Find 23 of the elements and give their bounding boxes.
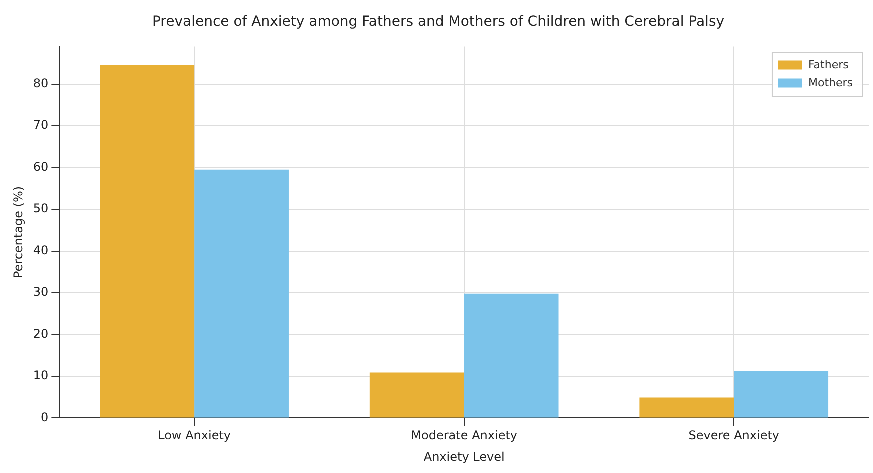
y-axis-title: Percentage (%) (11, 186, 26, 279)
y-tick-label: 70 (33, 118, 49, 132)
y-tick-label: 10 (33, 368, 49, 383)
y-tick-label: 20 (33, 326, 49, 341)
bar (100, 65, 195, 418)
bar (194, 170, 289, 418)
y-tick-label: 0 (41, 410, 49, 424)
bar (370, 372, 464, 418)
legend-label: Fathers (808, 58, 850, 72)
bar (734, 371, 829, 418)
x-tick-label: Low Anxiety (158, 428, 232, 443)
x-axis-title: Anxiety Level (424, 450, 505, 464)
y-tick-label: 60 (33, 160, 49, 174)
y-tick-label: 50 (33, 202, 49, 216)
x-tick-label: Severe Anxiety (688, 428, 780, 443)
bar (464, 294, 559, 418)
legend-label: Mothers (808, 76, 854, 90)
bar (640, 398, 734, 418)
chart-title: Prevalence of Anxiety among Fathers and Mothers of Children with Cerebral Palsy (152, 14, 725, 30)
y-tick-label: 40 (33, 243, 49, 258)
x-tick-label: Moderate Anxiety (411, 428, 518, 443)
y-tick-label: 30 (33, 285, 49, 300)
y-tick-label: 80 (33, 76, 49, 90)
